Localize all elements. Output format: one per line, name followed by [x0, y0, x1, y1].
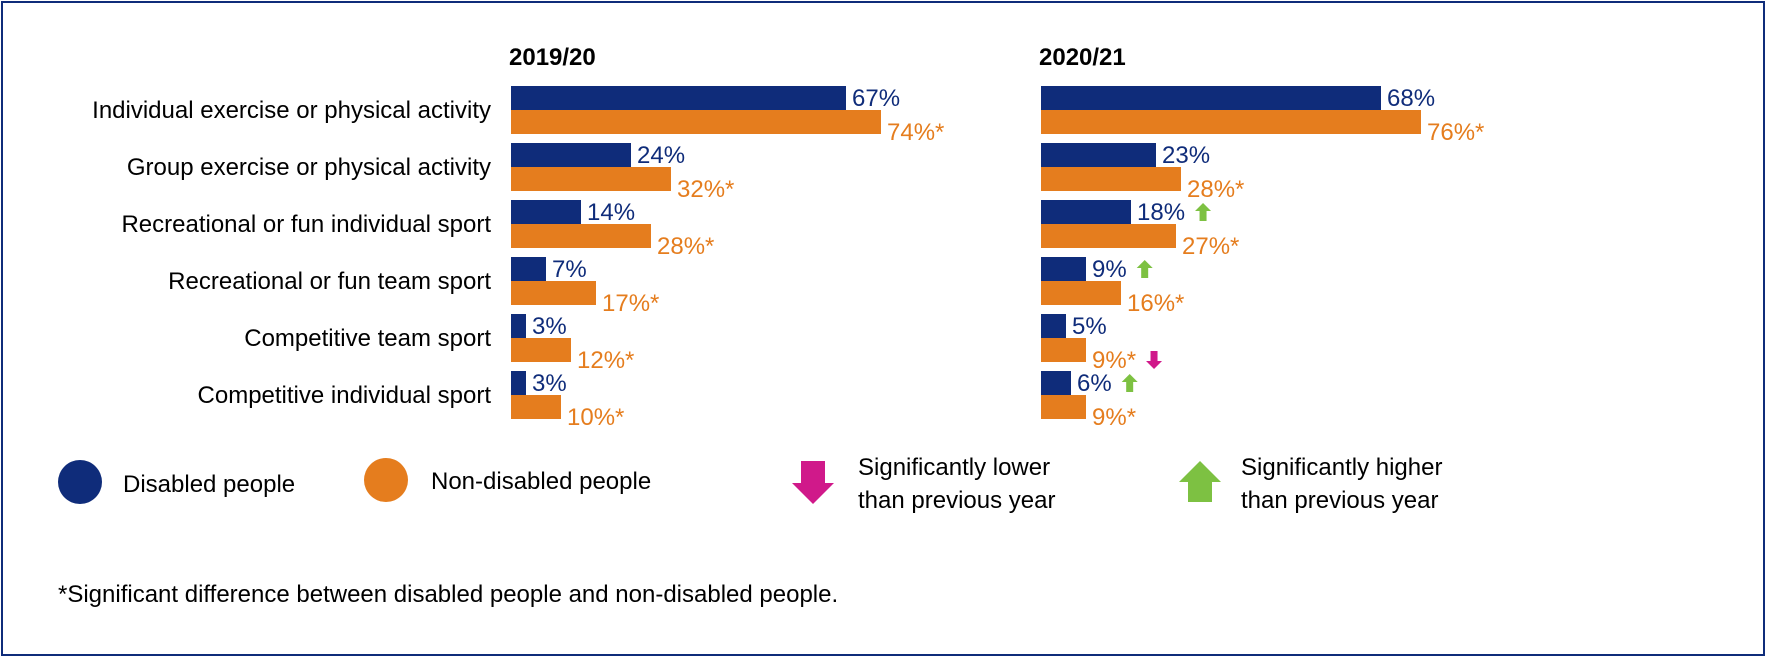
- panel-title: 2019/20: [509, 44, 596, 71]
- bar: [511, 314, 526, 338]
- data-label: 9%*: [1092, 404, 1136, 431]
- data-label: 27%*: [1182, 233, 1239, 260]
- bar: [511, 338, 571, 362]
- bar: [1041, 257, 1086, 281]
- category-label: Competitive individual sport: [198, 382, 492, 409]
- legend-marker-non-disabled: [364, 458, 408, 502]
- legend-arrow-up-icon: [1179, 461, 1221, 502]
- bar: [1041, 338, 1086, 362]
- bar: [511, 143, 631, 167]
- category-label: Group exercise or physical activity: [127, 154, 491, 181]
- data-label: 67%: [852, 85, 900, 112]
- data-label: 9%*: [1092, 347, 1136, 374]
- panel-title: 2020/21: [1039, 44, 1126, 71]
- data-label: 9%: [1092, 256, 1127, 283]
- data-label: 68%: [1387, 85, 1435, 112]
- category-label: Competitive team sport: [244, 325, 491, 352]
- data-label: 5%: [1072, 313, 1107, 340]
- data-label: 28%*: [657, 233, 714, 260]
- bar: [511, 281, 596, 305]
- data-label: 74%*: [887, 119, 944, 146]
- data-label: 10%*: [567, 404, 624, 431]
- data-label: 23%: [1162, 142, 1210, 169]
- data-label: 18%: [1137, 199, 1185, 226]
- bar: [1041, 371, 1071, 395]
- data-label: 6%: [1077, 370, 1112, 397]
- bar: [511, 224, 651, 248]
- data-label: 3%: [532, 370, 567, 397]
- footnote: *Significant difference between disabled…: [58, 581, 839, 608]
- bar: [1041, 86, 1381, 110]
- data-label: 7%: [552, 256, 587, 283]
- bar: [511, 110, 881, 134]
- bar: [1041, 314, 1066, 338]
- legend-label: Non-disabled people: [431, 468, 651, 495]
- bar: [1041, 224, 1176, 248]
- legend-label: than previous year: [858, 487, 1055, 514]
- data-label: 17%*: [602, 290, 659, 317]
- arrow-up-icon: [1121, 374, 1138, 392]
- data-label: 16%*: [1127, 290, 1184, 317]
- bar: [1041, 200, 1131, 224]
- data-label: 14%: [587, 199, 635, 226]
- data-label: 28%*: [1187, 176, 1244, 203]
- bar: [1041, 395, 1086, 419]
- legend-arrow-down-icon: [792, 461, 834, 504]
- bar: [511, 167, 671, 191]
- bar: [511, 86, 846, 110]
- data-label: 3%: [532, 313, 567, 340]
- bar: [511, 257, 546, 281]
- data-label: 12%*: [577, 347, 634, 374]
- bar: [1041, 281, 1121, 305]
- legend-marker-disabled: [58, 460, 102, 504]
- arrow-up-icon: [1136, 260, 1153, 278]
- data-label: 76%*: [1427, 119, 1484, 146]
- data-label: 24%: [637, 142, 685, 169]
- arrow-down-icon: [1146, 351, 1163, 369]
- category-label: Recreational or fun team sport: [168, 268, 491, 295]
- bar: [1041, 167, 1181, 191]
- bar: [511, 371, 526, 395]
- bar: [511, 395, 561, 419]
- bar: [1041, 143, 1156, 167]
- legend-label: Significantly higher: [1241, 454, 1442, 481]
- bar: [511, 200, 581, 224]
- arrow-up-icon: [1195, 203, 1212, 221]
- category-label: Individual exercise or physical activity: [92, 97, 491, 124]
- legend-label: Disabled people: [123, 471, 295, 498]
- category-label: Recreational or fun individual sport: [121, 211, 491, 238]
- bar: [1041, 110, 1421, 134]
- data-label: 32%*: [677, 176, 734, 203]
- legend-label: than previous year: [1241, 487, 1438, 514]
- legend-label: Significantly lower: [858, 454, 1050, 481]
